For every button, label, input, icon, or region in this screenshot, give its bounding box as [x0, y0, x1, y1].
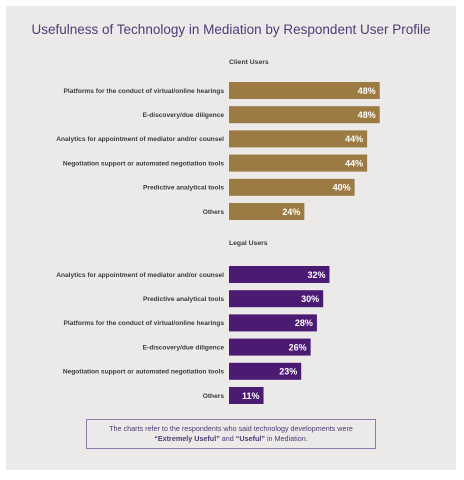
data-label: 28% [295, 318, 313, 328]
category-label: E-discovery/due diligence [143, 112, 225, 119]
data-label: 44% [345, 134, 363, 144]
data-label: 40% [333, 183, 351, 193]
bar [229, 106, 380, 124]
bar [229, 266, 330, 283]
data-label: 24% [282, 207, 300, 217]
data-label: 48% [358, 110, 376, 120]
bar [229, 82, 380, 99]
chart-subtitle: Client Users [229, 59, 269, 66]
footnote-strong-2: “Useful” [235, 434, 265, 443]
bar [229, 203, 305, 220]
data-label: 44% [345, 158, 363, 168]
footnote-and: and [219, 434, 236, 443]
category-label: Analytics for appointment of mediator an… [56, 136, 224, 143]
bar [229, 130, 368, 148]
data-label: 30% [301, 294, 319, 304]
footnote-line1: The charts refer to the respondents who … [109, 424, 353, 433]
bar [229, 314, 317, 332]
bar [229, 387, 264, 404]
bar [229, 178, 355, 196]
category-label: Others [203, 209, 225, 216]
category-label: Negotiation support or automated negotia… [63, 160, 225, 167]
bar [229, 290, 324, 308]
category-label: Platforms for the conduct of virtual/onl… [64, 88, 225, 95]
footnote-strong-1: “Extremely Useful” [154, 434, 220, 443]
footnote-box: The charts refer to the respondents who … [86, 419, 376, 449]
data-label: 48% [358, 86, 376, 96]
category-label: Platforms for the conduct of virtual/onl… [64, 320, 225, 327]
footnote-tail: in Mediation. [264, 434, 308, 443]
bar [229, 338, 311, 356]
category-label: Predictive analytical tools [143, 185, 224, 192]
data-label: 11% [242, 391, 260, 401]
chart-title: Usefulness of Technology in Mediation by… [31, 22, 431, 37]
data-label: 26% [289, 342, 307, 352]
chart-subtitle: Legal Users [229, 240, 268, 247]
category-label: Others [203, 393, 225, 400]
data-label: 23% [279, 367, 297, 377]
category-label: Negotiation support or automated negotia… [63, 369, 225, 376]
category-label: Analytics for appointment of mediator an… [56, 272, 224, 279]
bar [229, 154, 368, 172]
bar [229, 362, 302, 380]
category-label: E-discovery/due diligence [143, 344, 225, 351]
category-label: Predictive analytical tools [143, 296, 224, 303]
data-label: 32% [307, 270, 325, 280]
